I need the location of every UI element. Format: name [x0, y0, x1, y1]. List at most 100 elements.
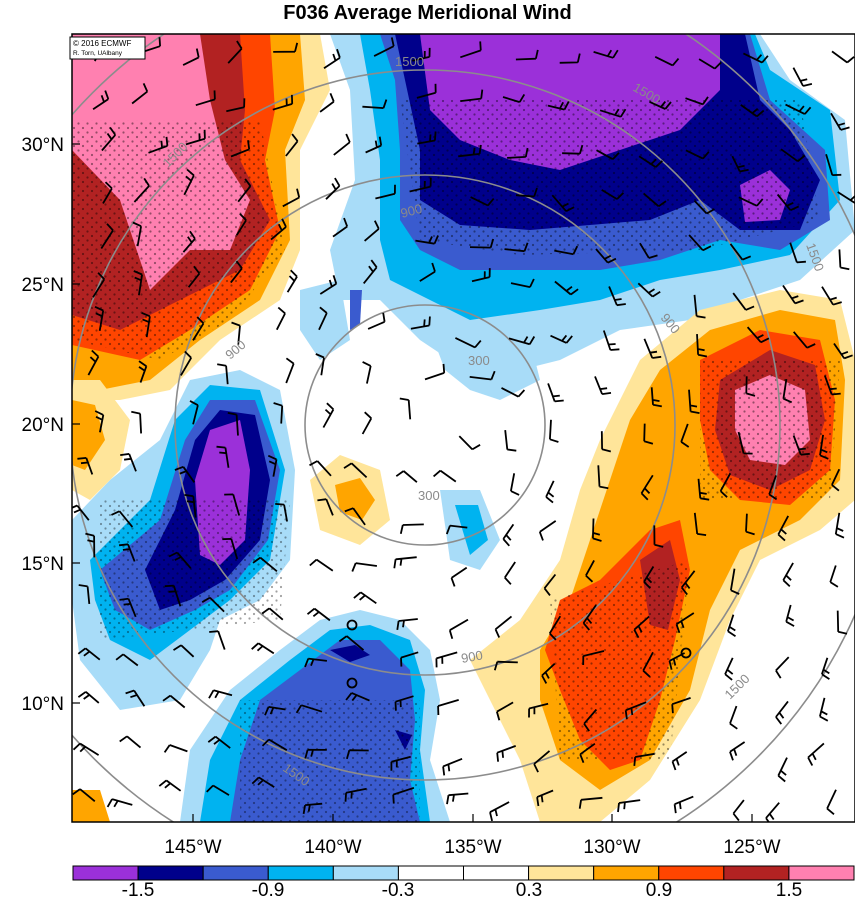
wind-barb [231, 321, 241, 345]
colorbar-swatch [332, 865, 399, 881]
wind-barb [653, 525, 664, 548]
wind-barb [458, 144, 482, 158]
wind-barb [455, 337, 482, 349]
wind-barb [119, 735, 142, 749]
wind-barb [267, 454, 278, 477]
wind-barb [344, 507, 366, 526]
wind-barb [585, 559, 595, 583]
wind-barb [192, 316, 205, 341]
wind-barb [133, 270, 143, 296]
wind-barb [450, 566, 468, 587]
colorbar-label: 0.9 [646, 880, 672, 900]
wind-barb [792, 67, 813, 87]
wind-barb [118, 543, 136, 562]
wind-barb [696, 334, 708, 358]
wind-barb [325, 177, 341, 200]
wind-barb [111, 510, 134, 528]
wind-barb [222, 538, 239, 560]
wind-barb [675, 612, 695, 634]
wind-barb [823, 375, 841, 396]
wind-barb [592, 518, 602, 542]
wind-barb [306, 607, 331, 622]
wind-barb [737, 431, 753, 455]
wind-barb [442, 757, 463, 776]
lat-label: 10°N [22, 694, 64, 715]
wind-barb [785, 103, 812, 115]
wind-barb [399, 523, 424, 534]
wind-barb [688, 234, 712, 252]
wind-barb [286, 269, 298, 293]
wind-barb [302, 802, 323, 815]
colorbar-labels: -1.5 -0.9 -0.3 0.3 0.9 1.5 [122, 880, 803, 900]
colorbar-swatch [72, 865, 139, 881]
wind-barb [594, 376, 612, 395]
lat-label: 20°N [22, 415, 64, 436]
wind-barb [72, 788, 96, 802]
wind-barb [415, 235, 439, 245]
wind-barb [168, 551, 192, 569]
wind-barb [579, 742, 596, 764]
wind-barb [780, 148, 806, 163]
wind-barb [416, 83, 437, 99]
wind-barb [578, 796, 603, 809]
wind-barb [559, 53, 581, 64]
colorbar-label: -0.3 [382, 880, 415, 900]
wind-barb [322, 402, 335, 428]
wind-barb [547, 101, 570, 111]
wind-barb [272, 94, 294, 111]
wind-barb [395, 470, 418, 483]
wind-barb [261, 738, 288, 751]
wind-barb [697, 478, 710, 501]
wind-barb [78, 584, 91, 604]
wind-barb [201, 596, 225, 613]
credit-box: © 2016 ECMWF R. Torn, UAlbany [69, 36, 146, 60]
wind-barb [782, 378, 793, 404]
wind-barb [227, 412, 239, 436]
wind-barb [396, 618, 418, 631]
colorbar-swatch [463, 865, 530, 881]
wind-barb [680, 570, 696, 596]
wind-barb [597, 465, 609, 490]
wind-barb [643, 423, 654, 445]
wind-barb [550, 334, 573, 344]
wind-barb [510, 278, 535, 288]
wind-barb [125, 689, 146, 707]
wind-barb [77, 691, 100, 704]
wind-barb [729, 705, 738, 730]
wind-barb [528, 702, 549, 718]
colorbar-label: 1.5 [776, 880, 802, 900]
wind-barb [446, 792, 469, 805]
wind-barb [343, 462, 368, 479]
wind-barb [362, 99, 388, 109]
wind-barb [182, 230, 196, 253]
wind-barb [264, 706, 286, 716]
wind-barb [729, 243, 752, 261]
wind-barb [187, 265, 201, 288]
colorbar [72, 865, 855, 881]
wind-barb [162, 694, 186, 709]
wind-barb [777, 757, 788, 783]
wind-barb [361, 411, 373, 435]
wind-barb [793, 331, 816, 349]
lat-label: 15°N [22, 554, 64, 575]
wind-barb [836, 610, 848, 635]
wind-barb [115, 653, 139, 667]
wind-barb [732, 292, 755, 311]
wind-barb [227, 40, 243, 64]
wind-barb [738, 196, 764, 207]
wind-barb [183, 168, 195, 196]
wind-barb [132, 221, 142, 247]
wind-barb [833, 342, 853, 360]
wind-barb [671, 697, 691, 714]
wind-barb [719, 472, 732, 498]
wind-barb [230, 260, 243, 284]
wind-barb [502, 523, 515, 547]
colorbar-swatch [658, 865, 725, 881]
wind-barb [545, 480, 555, 504]
wind-barbs [72, 37, 855, 822]
wind-barb [412, 47, 431, 62]
wind-barb [729, 741, 746, 761]
wind-barb [460, 89, 484, 102]
wind-barb [746, 326, 770, 344]
